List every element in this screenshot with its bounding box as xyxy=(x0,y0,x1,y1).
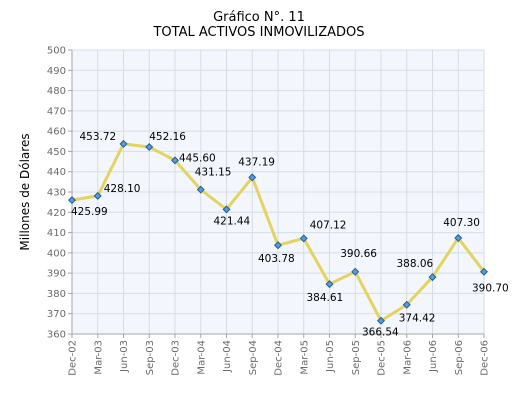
data-label: 445.60 xyxy=(179,152,216,164)
data-label: 403.78 xyxy=(258,253,295,265)
x-tick-label: Dec-03 xyxy=(171,340,182,376)
x-tick-label: Mar-06 xyxy=(402,340,413,375)
data-point-marker xyxy=(248,173,257,182)
data-label: 425.99 xyxy=(71,206,108,218)
y-tick-label: 460 xyxy=(47,127,66,138)
y-axis-label: Millones de Dólares xyxy=(18,133,32,250)
x-tick-label: Sep-06 xyxy=(454,340,465,375)
x-axis-ticks: Dec-02 Mar-03 Jun-03 Sep-03 Dec-03 Mar-04 Jun-… xyxy=(68,334,491,376)
data-point-marker xyxy=(222,205,231,214)
y-tick-label: 430 xyxy=(47,188,66,199)
x-tick-label: Sep-04 xyxy=(248,340,259,375)
data-label: 407.30 xyxy=(443,217,480,229)
data-point-marker xyxy=(325,280,334,289)
x-tick-label: Mar-04 xyxy=(196,340,207,375)
data-point-marker xyxy=(402,300,411,309)
data-label: 452.16 xyxy=(149,131,186,143)
data-label: 453.72 xyxy=(80,131,117,143)
y-tick-label: 440 xyxy=(47,167,66,178)
data-label: 421.44 xyxy=(214,215,251,227)
data-point-marker xyxy=(351,267,360,276)
x-tick-label: Dec-02 xyxy=(68,340,79,376)
data-label: 428.10 xyxy=(104,183,141,195)
y-tick-label: 450 xyxy=(47,147,66,158)
x-tick-label: Dec-05 xyxy=(377,340,388,376)
chart-title: Gráfico N°. 11 xyxy=(213,10,305,25)
data-labels: 425.99 428.10 453.72 452.16 445.60 431.15 421.… xyxy=(71,131,509,339)
y-tick-label: 420 xyxy=(47,208,66,219)
y-tick-label: 470 xyxy=(47,106,66,117)
data-point-marker xyxy=(273,241,283,250)
x-tick-label: Jun-03 xyxy=(119,340,130,373)
data-label: 366.54 xyxy=(362,327,399,339)
data-point-marker xyxy=(454,234,463,243)
chart-subtitle: TOTAL ACTIVOS INMOVILIZADOS xyxy=(153,25,365,40)
data-point-marker xyxy=(67,196,77,205)
y-tick-label: 400 xyxy=(47,248,66,259)
data-point-marker xyxy=(170,156,180,165)
x-tick-label: Dec-04 xyxy=(274,340,285,376)
y-tick-label: 370 xyxy=(47,309,66,320)
x-tick-label: Dec-06 xyxy=(480,340,491,376)
x-tick-label: Sep-03 xyxy=(145,340,156,375)
data-point-marker xyxy=(479,267,489,276)
data-markers xyxy=(67,139,489,325)
y-tick-label: 500 xyxy=(47,46,66,57)
x-tick-label: Jun-05 xyxy=(325,340,336,373)
data-label: 390.66 xyxy=(340,248,377,260)
x-tick-label: Mar-03 xyxy=(93,340,104,375)
y-axis-ticks: 360 370 380 390 400 410 420 430 440 450 460 470 480 4… xyxy=(47,46,72,341)
y-tick-label: 490 xyxy=(47,66,66,77)
x-tick-label: Sep-05 xyxy=(351,340,362,375)
data-point-marker xyxy=(299,234,308,243)
data-label: 388.06 xyxy=(397,258,434,270)
y-tick-label: 380 xyxy=(47,289,66,300)
x-tick-label: Jun-06 xyxy=(428,340,439,373)
y-tick-label: 390 xyxy=(47,269,66,280)
y-tick-label: 410 xyxy=(47,228,66,239)
data-label: 384.61 xyxy=(307,292,344,304)
data-label: 431.15 xyxy=(195,167,232,179)
data-point-marker xyxy=(93,191,102,200)
x-tick-label: Jun-04 xyxy=(222,340,233,373)
data-label: 374.42 xyxy=(399,313,436,325)
data-label: 437.19 xyxy=(238,156,275,168)
data-point-marker xyxy=(376,316,386,325)
data-label: 407.12 xyxy=(310,219,347,231)
data-point-marker xyxy=(196,185,205,194)
data-point-marker xyxy=(428,273,437,282)
x-tick-label: Mar-05 xyxy=(299,340,310,375)
data-point-marker xyxy=(119,139,128,148)
y-tick-label: 360 xyxy=(47,330,66,341)
data-label: 390.70 xyxy=(472,283,509,295)
data-point-marker xyxy=(145,143,154,152)
y-tick-label: 480 xyxy=(47,86,66,97)
